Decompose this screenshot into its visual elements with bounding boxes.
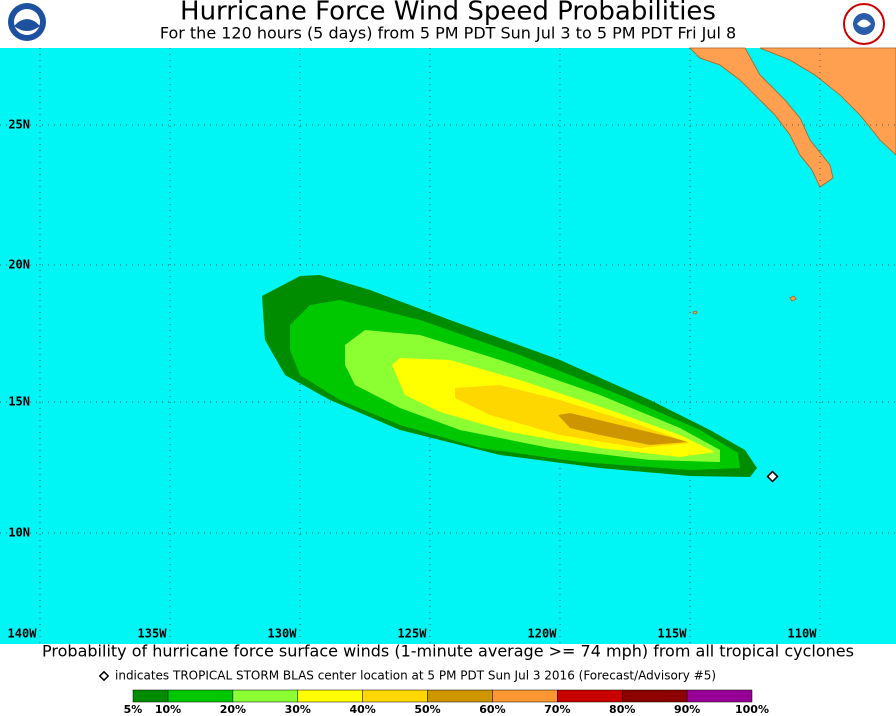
legend-swatch: [427, 689, 493, 703]
legend-swatch: [297, 689, 363, 703]
lat-label: 15N: [8, 395, 30, 409]
legend-label: 20%: [220, 703, 246, 716]
legend-label: 5%: [124, 703, 143, 716]
legend-swatch: [362, 689, 428, 703]
legend-label: 30%: [285, 703, 311, 716]
lon-label: 125W: [398, 627, 428, 641]
legend-swatch: [232, 689, 299, 703]
legend-label: 80%: [609, 703, 635, 716]
storm-center-marker: [766, 470, 779, 483]
footer-marker-note: indicates TROPICAL STORM BLAS center loc…: [115, 669, 716, 683]
lat-label: 25N: [8, 118, 30, 132]
legend-label: 50%: [414, 703, 440, 716]
lon-label: 140W: [8, 627, 38, 641]
legend-swatch: [132, 689, 169, 703]
lon-label: 115W: [658, 627, 688, 641]
graticule: 25N 20N 15N 10N 140W 135W 130W 125W 120W 115W 110W: [0, 48, 896, 644]
legend-swatch: [686, 689, 753, 703]
legend: 5% 10% 20% 30% 40% 50% 60% 70% 80% 90% 100%: [124, 689, 769, 716]
legend-label: 60%: [479, 703, 505, 716]
title: Hurricane Force Wind Speed Probabilities: [180, 0, 716, 27]
legend-label: 70%: [544, 703, 570, 716]
footer-description: Probability of hurricane force surface w…: [42, 642, 854, 661]
lon-label: 130W: [268, 627, 298, 641]
lon-label: 120W: [528, 627, 558, 641]
lat-label: 10N: [8, 526, 30, 540]
legend-swatch: [492, 689, 558, 703]
lat-label: 20N: [8, 258, 30, 272]
legend-label: 90%: [674, 703, 700, 716]
lon-label: 110W: [788, 627, 818, 641]
probability-contours: [262, 275, 757, 477]
legend-swatch: [167, 689, 234, 703]
subtitle: For the 120 hours (5 days) from 5 PM PDT…: [160, 24, 736, 43]
land: [689, 47, 896, 315]
contour: [558, 413, 688, 445]
legend-label: 10%: [155, 703, 181, 716]
noaa-logo: [8, 3, 46, 41]
legend-label: 40%: [349, 703, 375, 716]
legend-swatch: [557, 689, 623, 703]
legend-swatch: [621, 689, 688, 703]
nws-logo: [843, 3, 885, 45]
lon-label: 135W: [138, 627, 168, 641]
legend-label: 100%: [735, 703, 769, 716]
legend-marker: [98, 670, 110, 682]
